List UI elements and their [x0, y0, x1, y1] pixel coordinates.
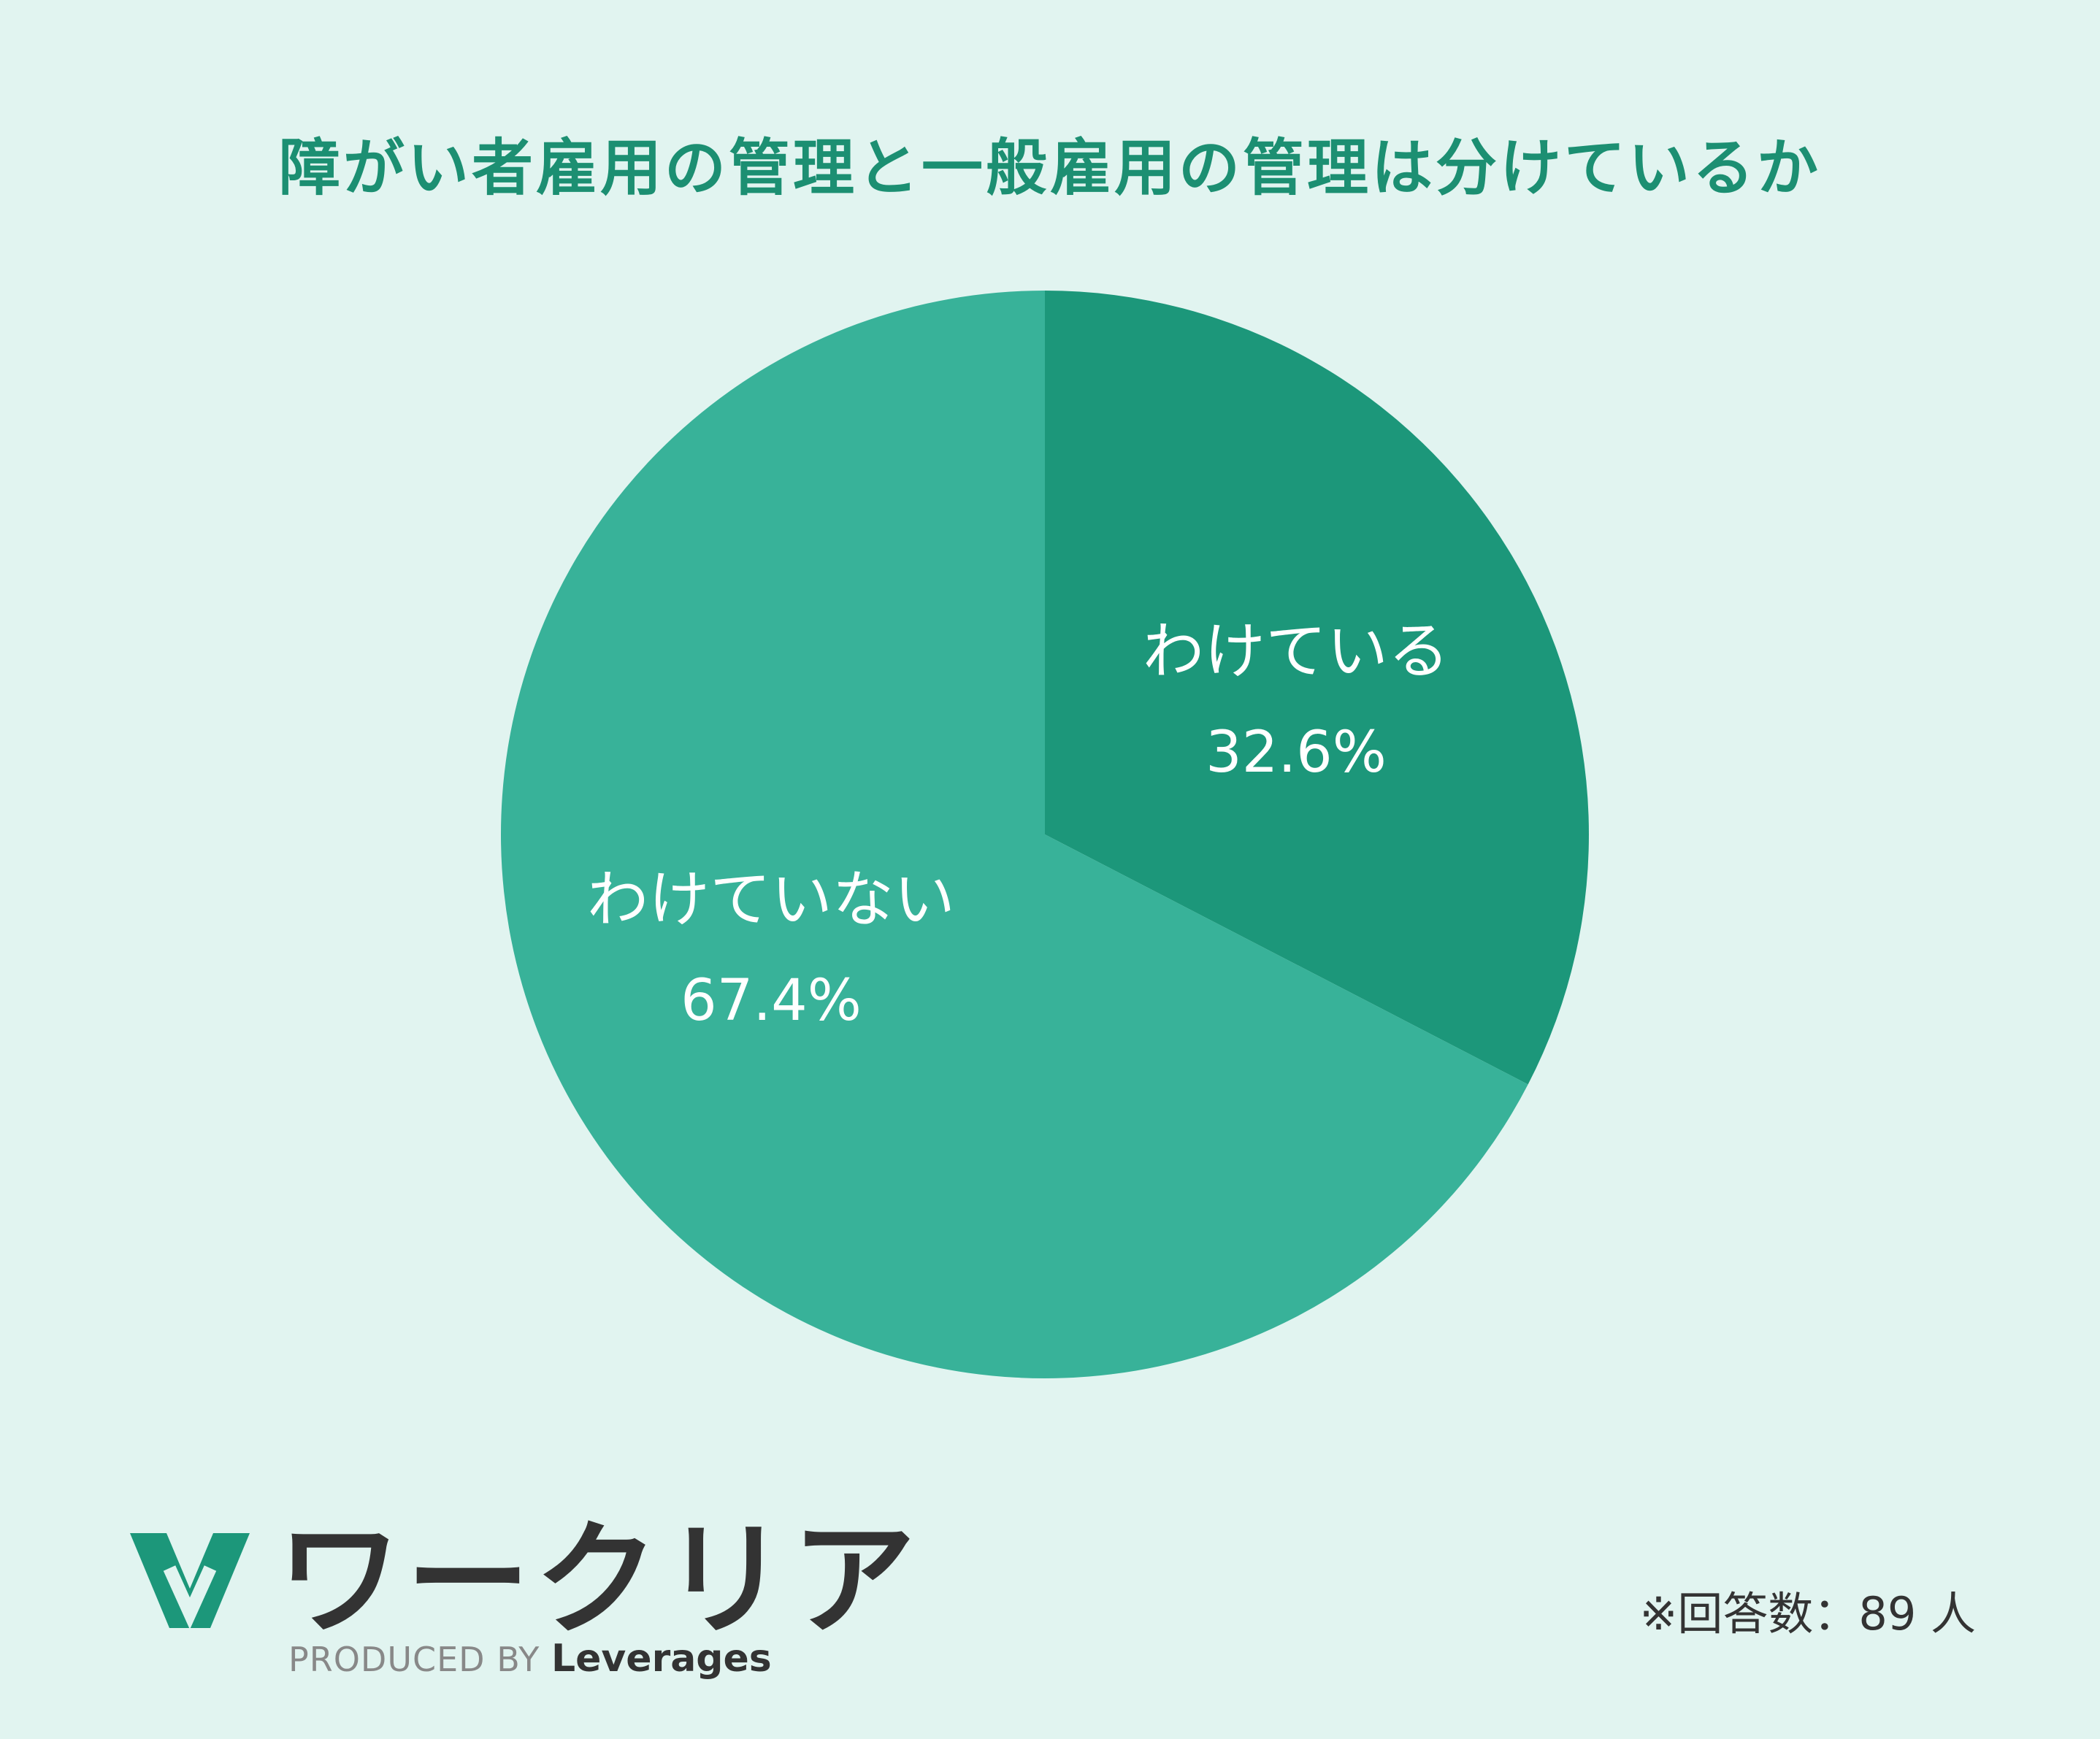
slice-percent: 32.6% — [1206, 720, 1387, 786]
chart-title: 障がい者雇用の管理と一般雇用の管理は分けているか — [278, 132, 1821, 204]
produced-by-text: PRODUCED BY — [288, 1640, 540, 1679]
company-name: Leverages — [551, 1637, 772, 1681]
slice-label-text: わけている — [1142, 615, 1449, 687]
pie-slice-1 — [501, 291, 1528, 1379]
pie-slice-0 — [1045, 291, 1589, 1085]
slice-percent: 67.4% — [681, 968, 862, 1034]
produced-by: PRODUCED BY Leverages — [288, 1637, 772, 1681]
brand-name: ワークリア — [277, 1508, 921, 1653]
slice-label-wakete-iru: わけている 32.6% — [1041, 621, 1552, 781]
slice-label-text: わけていない — [586, 864, 955, 935]
brand-logo: ワークリア PRODUCED BY Leverages — [124, 1511, 916, 1694]
w-mark-icon — [130, 1533, 250, 1629]
respondent-count: ※回答数：89 人 — [1639, 1587, 1976, 1640]
slice-label-wakete-inai: わけていない 67.4% — [516, 869, 1027, 1029]
